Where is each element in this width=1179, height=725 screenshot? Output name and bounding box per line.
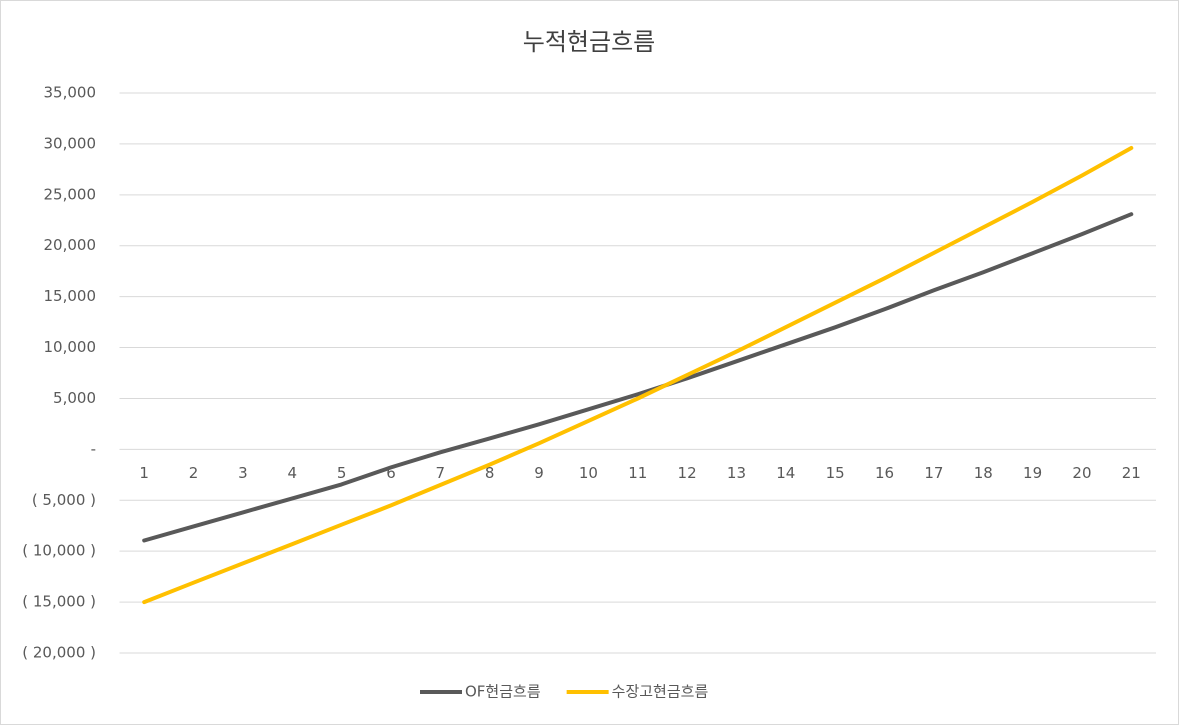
y-tick-label: 30,000 [44,134,97,152]
x-tick-label: 7 [436,464,446,482]
y-tick-label: 10,000 [44,338,97,356]
x-tick-label: 12 [678,464,697,482]
y-tick-label: 35,000 [44,84,97,102]
x-tick-label: 19 [1023,464,1042,482]
y-tick-label: ( 20,000 ) [22,644,96,662]
x-tick-label: 14 [776,464,795,482]
x-tick-label: 4 [287,464,297,482]
x-tick-label: 8 [485,464,495,482]
x-tick-label: 11 [628,464,647,482]
x-tick-label: 3 [238,464,248,482]
x-tick-label: 17 [924,464,943,482]
x-tick-label: 21 [1122,464,1141,482]
x-tick-label: 1 [139,464,149,482]
x-tick-label: 13 [727,464,746,482]
y-tick-label: 25,000 [44,185,97,203]
y-tick-label: ( 10,000 ) [22,542,96,560]
y-tick-label: 5,000 [53,389,96,407]
series-line [142,146,1134,605]
x-tick-label: 18 [974,464,993,482]
y-tick-label: ( 15,000 ) [22,593,96,611]
chart-title: 누적현금흐름 [523,28,655,56]
x-tick-label: 9 [534,464,544,482]
x-tick-label: 2 [189,464,199,482]
y-tick-label: 15,000 [44,287,97,305]
y-tick-label: - [91,440,96,458]
legend-label: OF현금흐름 [465,683,541,701]
series-line [142,212,1134,543]
x-tick-label: 15 [826,464,845,482]
y-tick-label: 20,000 [44,236,97,254]
x-tick-label: 10 [579,464,598,482]
x-tick-label: 20 [1072,464,1091,482]
x-tick-label: 6 [386,464,396,482]
legend-label: 수장고현금흐름 [612,683,709,701]
x-tick-label: 5 [337,464,347,482]
y-tick-label: ( 5,000 ) [32,491,96,509]
x-tick-label: 16 [875,464,894,482]
